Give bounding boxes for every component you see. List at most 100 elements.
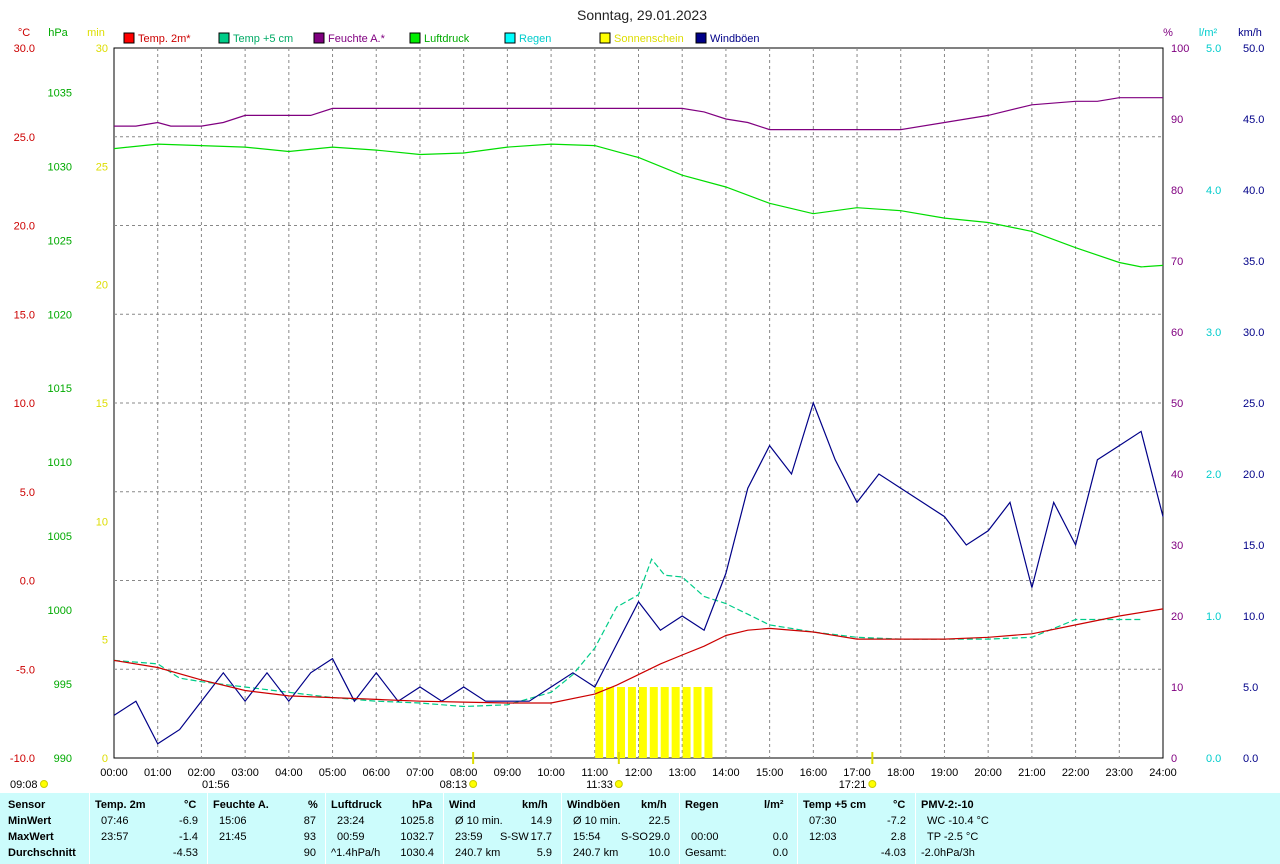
- stats-header-feuchte-unit: %: [308, 799, 318, 811]
- legend-label: Regen: [519, 33, 551, 45]
- x-tick-label: 14:00: [712, 767, 740, 779]
- legend-label: Temp +5 cm: [233, 33, 293, 45]
- humidity-axis-tick-label: 30: [1171, 540, 1183, 552]
- stats-cell: 17.7: [530, 831, 552, 843]
- pressure-axis-tick-label: 1030: [48, 161, 72, 173]
- legend-swatch: [695, 32, 707, 44]
- axis-unit-label: °C: [18, 27, 30, 39]
- stats-cell: -1.4: [179, 831, 198, 843]
- temp-axis-tick-label: -10.0: [10, 753, 35, 765]
- stats-header-regen: Regen: [685, 799, 719, 811]
- legend-label: Windböen: [710, 33, 760, 45]
- stats-cell: 22.5: [648, 815, 670, 827]
- humidity-axis-tick-label: 100: [1171, 43, 1189, 55]
- stats-header-wind-unit: km/h: [522, 799, 548, 811]
- stats-cell: ^1.4hPa/h: [331, 847, 381, 859]
- wind-axis-tick-label: 10.0: [1243, 611, 1264, 623]
- legend-swatch: [409, 32, 421, 44]
- humidity-axis-tick-label: 90: [1171, 114, 1183, 126]
- stats-cell: 23:57: [101, 831, 129, 843]
- rain-axis-tick-label: 2.0: [1206, 469, 1221, 481]
- axis-unit-label: l/m²: [1199, 27, 1218, 39]
- sunshine-bar: [682, 687, 691, 758]
- stats-cell: 1030.4: [400, 847, 434, 859]
- stats-cell: -2.0hPa/3h: [921, 847, 975, 859]
- x-tick-label: 20:00: [974, 767, 1002, 779]
- sun-axis-tick-label: 5: [102, 635, 108, 647]
- wind-axis-tick-label: 30.0: [1243, 327, 1264, 339]
- temp-axis-tick-label: 5.0: [20, 487, 35, 499]
- series-line-temp-5-cm: [113, 558, 1142, 708]
- x-tick-label: 05:00: [319, 767, 347, 779]
- stats-cell: Gesamt:: [685, 847, 727, 859]
- stats-cell: 29.0: [648, 831, 670, 843]
- rain-axis-tick-label: 5.0: [1206, 43, 1221, 55]
- x-tick-label: 02:00: [188, 767, 216, 779]
- series-lines: [113, 97, 1164, 745]
- time-marker-label: 11:33: [586, 779, 613, 791]
- stats-cell: 15:54: [573, 831, 601, 843]
- wind-axis-tick-label: 40.0: [1243, 185, 1264, 197]
- stats-cell: 07:46: [101, 815, 129, 827]
- rain-axis-tick-label: 3.0: [1206, 327, 1221, 339]
- sunshine-bar: [606, 687, 615, 758]
- x-tick-label: 06:00: [362, 767, 390, 779]
- sun-dot-icon: [469, 780, 478, 788]
- stats-cell: 240.7 km: [573, 847, 619, 859]
- axis-unit-label: %: [1163, 27, 1173, 39]
- sunshine-bar: [671, 687, 680, 758]
- x-tick-label: 10:00: [537, 767, 565, 779]
- time-marker-label: 01:56: [202, 779, 230, 791]
- stats-cell: 14.9: [530, 815, 552, 827]
- rain-axis-tick-label: 4.0: [1206, 185, 1221, 197]
- legend-swatch: [313, 32, 325, 44]
- stats-cell: 15:06: [219, 815, 247, 827]
- pressure-axis-tick-label: 990: [54, 753, 72, 765]
- wind-axis-tick-label: 25.0: [1243, 398, 1264, 410]
- time-marker-label: 08:13: [440, 779, 468, 791]
- stats-cell: 1032.7: [400, 831, 434, 843]
- grid: [113, 47, 1164, 759]
- stats-cell: 2.8: [890, 831, 906, 843]
- x-tick-label: 11:00: [581, 767, 608, 779]
- temp-axis-tick-label: 10.0: [14, 398, 35, 410]
- legend-label: Temp. 2m*: [138, 33, 191, 45]
- series-line-windb-en: [113, 401, 1164, 745]
- time-markers: 08:13 11:33 17:21 09:08 01:56: [10, 752, 877, 791]
- stats-header-luft: Luftdruck: [331, 799, 382, 811]
- humidity-axis-tick-label: 40: [1171, 469, 1183, 481]
- stats-cell: 240.7 km: [455, 847, 501, 859]
- wind-axis-tick-label: 0.0: [1243, 753, 1258, 765]
- sun-axis-tick-label: 0: [102, 753, 108, 765]
- stats-header-boeen-unit: km/h: [641, 799, 667, 811]
- stats-header-feuchte: Feuchte A.: [213, 799, 269, 811]
- stats-header-sensor: Sensor: [8, 799, 46, 811]
- humidity-axis-tick-label: 60: [1171, 327, 1183, 339]
- pressure-axis-tick-label: 1010: [48, 457, 72, 469]
- stats-cell: 23:24: [337, 815, 365, 827]
- stats-cell: -4.03: [880, 847, 906, 859]
- humidity-axis-tick-label: 80: [1171, 185, 1183, 197]
- stats-cell: TP -2.5 °C: [927, 831, 979, 843]
- temp-axis-tick-label: 15.0: [14, 309, 35, 321]
- stats-header-temp-unit: °C: [184, 799, 197, 811]
- stats-cell: S-SW: [500, 831, 529, 843]
- temp-axis-tick-label: 20.0: [14, 221, 35, 233]
- wind-axis-tick-label: 45.0: [1243, 114, 1264, 126]
- sun-axis-tick-label: 15: [96, 398, 108, 410]
- stats-header-temp: Temp. 2m: [95, 799, 146, 811]
- sunshine-bar: [617, 687, 626, 758]
- pressure-axis-tick-label: 995: [54, 679, 72, 691]
- stats-cell: 07:30: [809, 815, 837, 827]
- x-tick-label: 00:00: [100, 767, 128, 779]
- stats-cell: 12:03: [809, 831, 837, 843]
- stats-cell: -6.9: [179, 815, 198, 827]
- series-line-feuchte-a: [114, 97, 1163, 131]
- sun-dot-icon: [40, 780, 48, 788]
- x-tick-label: 17:00: [843, 767, 871, 779]
- wind-axis-tick-label: 50.0: [1243, 43, 1264, 55]
- humidity-axis-tick-label: 10: [1171, 682, 1183, 694]
- series-line-temp-2m: [113, 608, 1164, 704]
- stats-cell: Ø 10 min.: [573, 815, 621, 827]
- stats-cell: -7.2: [887, 815, 906, 827]
